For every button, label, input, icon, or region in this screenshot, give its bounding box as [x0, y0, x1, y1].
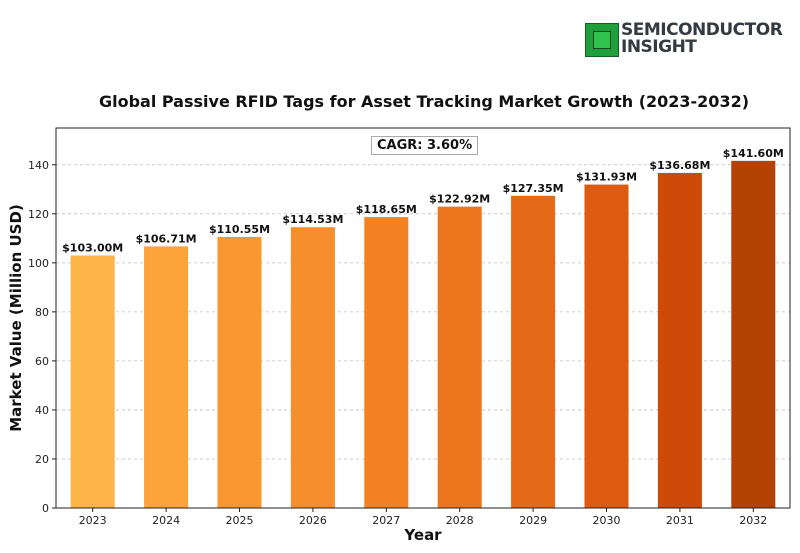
data-label: $106.71M — [136, 232, 197, 245]
y-tick-label: 40 — [35, 404, 49, 417]
plot-frame — [55, 127, 791, 509]
x-tick-label: 2024 — [152, 514, 180, 527]
data-label: $103.00M — [62, 241, 123, 254]
x-axis-label: Year — [403, 526, 442, 544]
bar — [364, 217, 409, 508]
y-tick-label: 80 — [35, 306, 49, 319]
data-label: $122.92M — [429, 193, 490, 206]
y-tick-label: 0 — [42, 502, 49, 515]
y-tick-label: 20 — [35, 453, 49, 466]
x-tick-label: 2023 — [79, 514, 107, 527]
y-tick-label: 60 — [35, 355, 49, 368]
x-tick-label: 2029 — [519, 514, 547, 527]
data-label: $118.65M — [356, 203, 417, 216]
y-tick-label: 140 — [28, 159, 49, 172]
bar — [437, 206, 482, 508]
bar — [584, 184, 629, 508]
x-tick-label: 2031 — [666, 514, 694, 527]
y-tick-label: 120 — [28, 208, 49, 221]
brand-logo: SEMICONDUCTOR INSIGHT — [585, 22, 783, 58]
bar — [511, 195, 556, 508]
data-label: $110.55M — [209, 223, 270, 236]
x-tick-label: 2025 — [226, 514, 254, 527]
data-label: $127.35M — [503, 182, 564, 195]
bar — [731, 160, 776, 508]
chart-title: Global Passive RFID Tags for Asset Track… — [98, 92, 750, 111]
cagr-annotation: CAGR: 3.60% — [371, 136, 479, 155]
x-tick-label: 2032 — [739, 514, 767, 527]
x-tick-label: 2027 — [372, 514, 400, 527]
data-label: $131.93M — [576, 171, 637, 184]
data-label: $136.68M — [649, 159, 710, 172]
bar — [290, 227, 335, 508]
data-label: $141.60M — [723, 147, 784, 160]
chip-icon — [585, 23, 619, 57]
x-tick-label: 2030 — [593, 514, 621, 527]
bar — [657, 172, 702, 508]
data-label: $114.53M — [282, 213, 343, 226]
y-axis-label: Market Value (Million USD) — [7, 204, 25, 432]
x-tick-label: 2026 — [299, 514, 327, 527]
bar — [217, 236, 262, 509]
x-tick-label: 2028 — [446, 514, 474, 527]
logo-text-line1: SEMICONDUCTOR — [621, 20, 783, 40]
bar — [70, 255, 115, 508]
y-tick-label: 100 — [28, 257, 49, 270]
logo-text-line2: INSIGHT — [621, 37, 697, 57]
bar — [144, 246, 189, 509]
